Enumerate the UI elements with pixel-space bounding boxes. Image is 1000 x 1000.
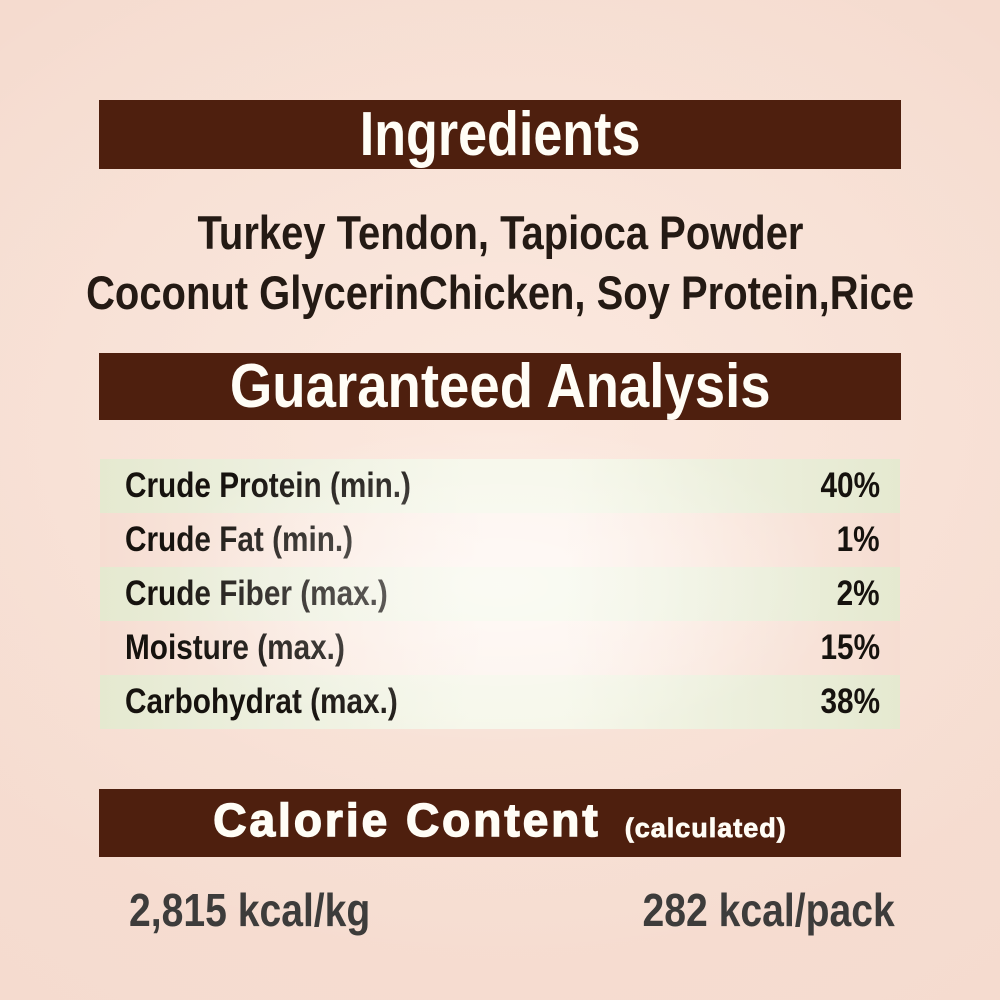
table-row-crude-fiber: Crude Fiber (max.) 2%: [100, 567, 900, 621]
row-label: Carbohydrat (max.): [125, 682, 398, 721]
guaranteed-analysis-title: Guaranteed Analysis: [229, 351, 771, 421]
row-value: 15%: [820, 628, 880, 667]
ingredients-list: Turkey Tendon, Tapioca Powder Coconut Gl…: [0, 203, 1000, 323]
calories-per-kg: 2,815 kcal/kg: [129, 884, 371, 936]
ingredients-line-1: Turkey Tendon, Tapioca Powder: [0, 203, 1000, 263]
ingredients-line-2-text: Coconut GlycerinChicken, Soy Protein,Ric…: [85, 266, 915, 319]
table-row-carbohydrate: Carbohydrat (max.) 38%: [100, 675, 900, 729]
row-label: Moisture (max.): [125, 628, 345, 667]
calorie-content-header-bar: Calorie Content (calculated): [99, 789, 901, 857]
row-label: Crude Fat (min.): [125, 520, 354, 559]
guaranteed-analysis-header-bar: Guaranteed Analysis: [99, 353, 901, 420]
table-row-crude-protein: Crude Protein (min.) 40%: [100, 459, 900, 513]
row-label: Crude Fiber (max.): [125, 574, 388, 613]
row-value: 38%: [820, 682, 880, 721]
calorie-content-title-group: Calorie Content (calculated): [212, 794, 787, 846]
row-value: 40%: [820, 466, 880, 505]
calorie-values-row: 2,815 kcal/kg 282 kcal/pack: [99, 884, 901, 936]
ingredients-line-2: Coconut GlycerinChicken, Soy Protein,Ric…: [0, 263, 1000, 323]
calorie-content-title: Calorie Content: [212, 794, 601, 846]
ingredients-title: Ingredients: [359, 99, 641, 169]
ingredients-line-1-text: Turkey Tendon, Tapioca Powder: [196, 206, 803, 259]
ingredients-header-bar: Ingredients: [99, 100, 901, 169]
table-row-crude-fat: Crude Fat (min.) 1%: [100, 513, 900, 567]
row-value: 2%: [836, 574, 880, 613]
row-value: 1%: [836, 520, 880, 559]
guaranteed-analysis-table: Crude Protein (min.) 40% Crude Fat (min.…: [100, 459, 900, 729]
calories-per-pack: 282 kcal/pack: [642, 884, 895, 936]
calorie-content-qualifier: (calculated): [624, 813, 787, 843]
row-label: Crude Protein (min.): [125, 466, 411, 505]
table-row-moisture: Moisture (max.) 15%: [100, 621, 900, 675]
